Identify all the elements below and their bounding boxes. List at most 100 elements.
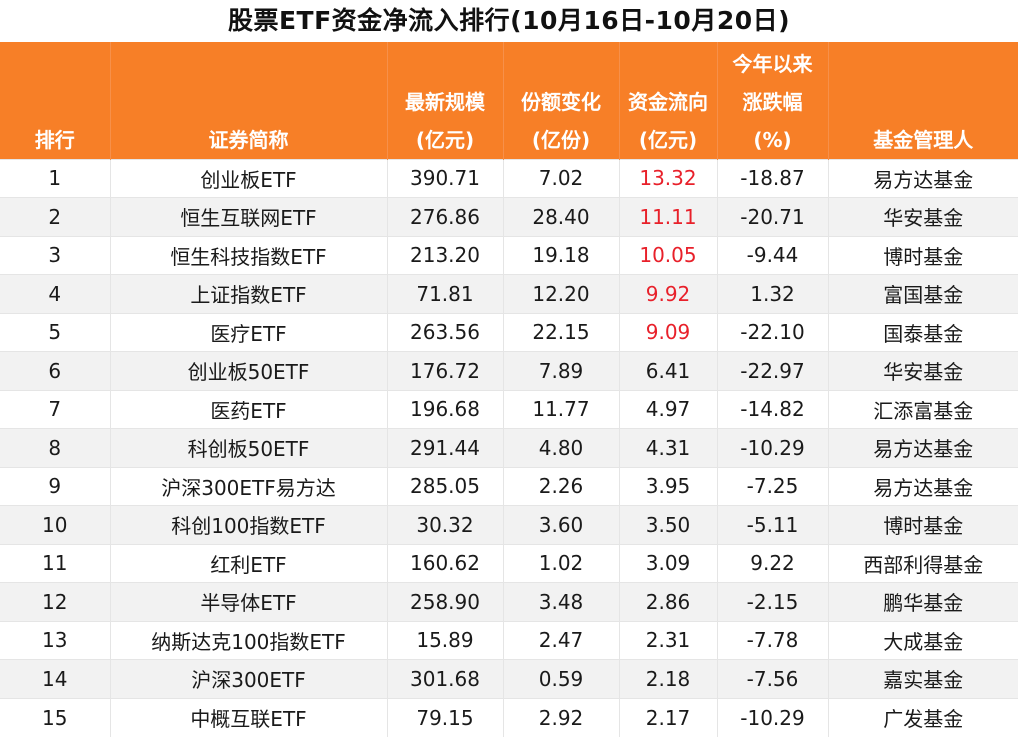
table-row: 3 恒生科技指数ETF 213.20 19.18 10.05 -9.44 博时基金 <box>0 235 1018 275</box>
cell-flow: 11.11 <box>618 197 717 236</box>
cell-change: 9.22 <box>716 543 828 583</box>
cell-scale: 263.56 <box>386 312 503 352</box>
cell-change: -22.10 <box>716 312 828 352</box>
cell-rank: 3 <box>0 235 110 275</box>
cell-change: -5.11 <box>716 505 828 544</box>
table-row: 13 纳斯达克100指数ETF 15.89 2.47 2.31 -7.78 大成基金 <box>0 620 1018 660</box>
cell-change: -9.44 <box>716 235 828 275</box>
cell-name: 红利ETF <box>109 543 387 583</box>
cell-manager: 易方达基金 <box>827 158 1018 198</box>
cell-flow: 3.95 <box>618 466 717 506</box>
cell-change: -20.71 <box>716 197 828 236</box>
cell-change: -7.56 <box>716 659 828 698</box>
cell-name: 沪深300ETF易方达 <box>109 466 387 506</box>
cell-scale: 176.72 <box>386 351 503 390</box>
cell-share: 22.15 <box>502 312 619 352</box>
header-scale: 最新规模 (亿元) <box>386 42 503 159</box>
header-change: 今年以来 涨跌幅 (%) <box>716 42 828 159</box>
cell-change: -14.82 <box>716 389 828 429</box>
header-change-line3: (%) <box>753 127 792 152</box>
cell-scale: 301.68 <box>386 659 503 698</box>
header-flow-line2: (亿元) <box>638 127 698 152</box>
cell-share: 19.18 <box>502 235 619 275</box>
cell-name: 创业板50ETF <box>109 351 387 390</box>
cell-scale: 160.62 <box>386 543 503 583</box>
cell-manager: 富国基金 <box>827 274 1018 313</box>
cell-share: 12.20 <box>502 274 619 313</box>
table-row: 6 创业板50ETF 176.72 7.89 6.41 -22.97 华安基金 <box>0 351 1018 390</box>
cell-manager: 嘉实基金 <box>827 659 1018 698</box>
cell-manager: 国泰基金 <box>827 312 1018 352</box>
table-header: 排行 证券简称 最新规模 (亿元) 份额变化 (亿份) 资金流向 (亿元) <box>0 42 1018 159</box>
cell-name: 纳斯达克100指数ETF <box>109 620 387 660</box>
cell-flow: 3.09 <box>618 543 717 583</box>
cell-flow: 2.31 <box>618 620 717 660</box>
cell-manager: 大成基金 <box>827 620 1018 660</box>
cell-change: -22.97 <box>716 351 828 390</box>
header-flow-line1: 资金流向 <box>628 89 708 114</box>
cell-rank: 7 <box>0 389 110 429</box>
cell-scale: 30.32 <box>386 505 503 544</box>
cell-flow: 9.09 <box>618 312 717 352</box>
cell-rank: 4 <box>0 274 110 313</box>
cell-name: 恒生互联网ETF <box>109 197 387 236</box>
cell-share: 28.40 <box>502 197 619 236</box>
header-manager: 基金管理人 <box>827 42 1018 159</box>
cell-name: 创业板ETF <box>109 158 387 198</box>
cell-share: 4.80 <box>502 428 619 467</box>
table-row: 11 红利ETF 160.62 1.02 3.09 9.22 西部利得基金 <box>0 543 1018 583</box>
cell-change: -10.29 <box>716 697 828 737</box>
cell-name: 中概互联ETF <box>109 697 387 737</box>
table-row: 4 上证指数ETF 71.81 12.20 9.92 1.32 富国基金 <box>0 274 1018 313</box>
header-name: 证券简称 <box>109 42 387 159</box>
table-row: 7 医药ETF 196.68 11.77 4.97 -14.82 汇添富基金 <box>0 389 1018 429</box>
cell-manager: 汇添富基金 <box>827 389 1018 429</box>
cell-name: 上证指数ETF <box>109 274 387 313</box>
cell-name: 科创100指数ETF <box>109 505 387 544</box>
cell-rank: 9 <box>0 466 110 506</box>
cell-flow: 4.31 <box>618 428 717 467</box>
cell-share: 2.92 <box>502 697 619 737</box>
cell-change: 1.32 <box>716 274 828 313</box>
cell-rank: 14 <box>0 659 110 698</box>
header-scale-line2: (亿元) <box>415 127 475 152</box>
header-manager-label: 基金管理人 <box>873 127 974 152</box>
cell-rank: 15 <box>0 697 110 737</box>
cell-share: 0.59 <box>502 659 619 698</box>
cell-rank: 6 <box>0 351 110 390</box>
cell-change: -18.87 <box>716 158 828 198</box>
cell-rank: 2 <box>0 197 110 236</box>
cell-name: 医疗ETF <box>109 312 387 352</box>
header-change-line1: 今年以来 <box>732 51 813 76</box>
cell-change: -2.15 <box>716 582 828 621</box>
cell-share: 7.89 <box>502 351 619 390</box>
table-row: 1 创业板ETF 390.71 7.02 13.32 -18.87 易方达基金 <box>0 158 1018 198</box>
cell-manager: 博时基金 <box>827 235 1018 275</box>
page-title: 股票ETF资金净流入排行(10月16日-10月20日) <box>227 6 791 35</box>
cell-rank: 11 <box>0 543 110 583</box>
etf-inflow-table: 排行 证券简称 最新规模 (亿元) 份额变化 (亿份) 资金流向 (亿元) <box>0 42 1018 737</box>
cell-manager: 广发基金 <box>827 697 1018 737</box>
cell-name: 半导体ETF <box>109 582 387 621</box>
cell-share: 2.47 <box>502 620 619 660</box>
cell-manager: 西部利得基金 <box>827 543 1018 583</box>
cell-share: 2.26 <box>502 466 619 506</box>
cell-manager: 易方达基金 <box>827 428 1018 467</box>
header-scale-line1: 最新规模 <box>405 89 485 114</box>
cell-flow: 2.18 <box>618 659 717 698</box>
table-row: 15 中概互联ETF 79.15 2.92 2.17 -10.29 广发基金 <box>0 697 1018 737</box>
table-row: 8 科创板50ETF 291.44 4.80 4.31 -10.29 易方达基金 <box>0 428 1018 467</box>
cell-flow: 13.32 <box>618 158 717 198</box>
cell-rank: 12 <box>0 582 110 621</box>
cell-rank: 5 <box>0 312 110 352</box>
table-row: 10 科创100指数ETF 30.32 3.60 3.50 -5.11 博时基金 <box>0 505 1018 544</box>
table-body: 1 创业板ETF 390.71 7.02 13.32 -18.87 易方达基金 2 恒生互联网E… <box>0 158 1018 737</box>
cell-scale: 196.68 <box>386 389 503 429</box>
header-rank: 排行 <box>0 42 110 159</box>
cell-name: 恒生科技指数ETF <box>109 235 387 275</box>
header-change-line2: 涨跌幅 <box>742 89 803 114</box>
header-rank-label: 排行 <box>34 127 75 152</box>
header-row: 排行 证券简称 最新规模 (亿元) 份额变化 (亿份) 资金流向 (亿元) <box>0 42 1018 159</box>
cell-flow: 6.41 <box>618 351 717 390</box>
cell-name: 医药ETF <box>109 389 387 429</box>
